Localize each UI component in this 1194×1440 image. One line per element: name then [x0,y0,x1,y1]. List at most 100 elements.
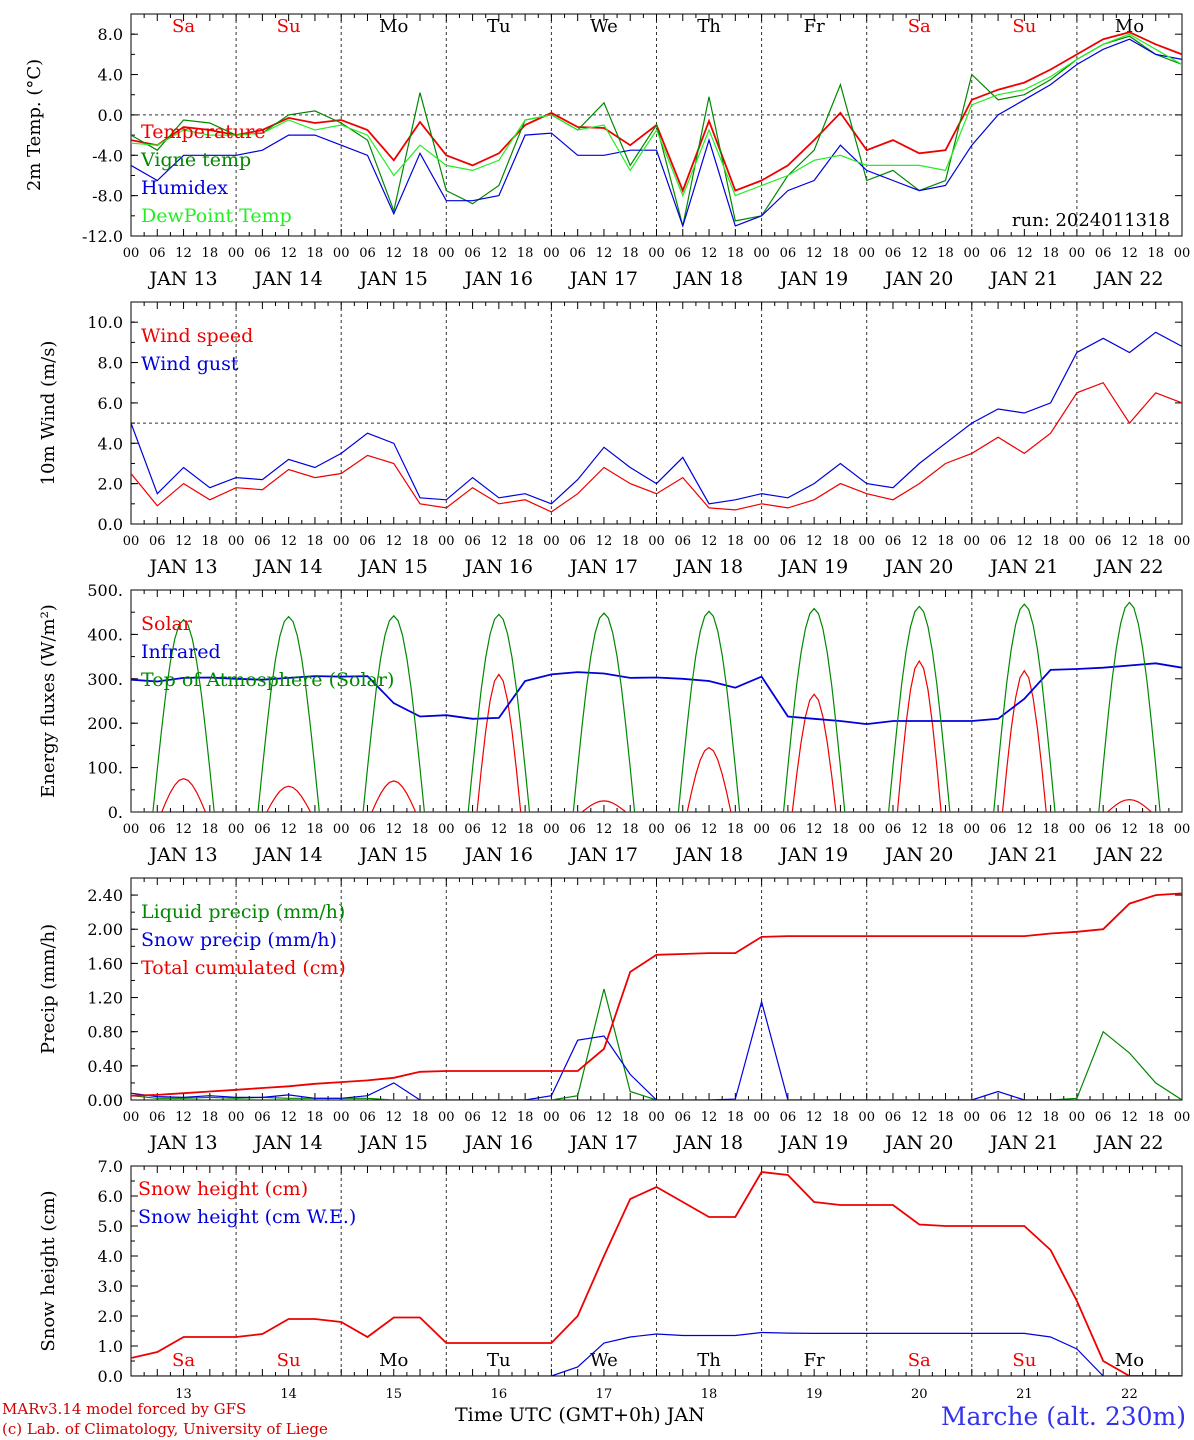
date-label: JAN 15 [358,268,428,290]
weekday-label: Su [277,16,301,37]
hour-tick-label: 06 [1095,1110,1112,1125]
hour-tick-label: 06 [1095,246,1112,261]
day-number-label: 22 [1121,1387,1138,1402]
date-label: JAN 16 [463,268,533,290]
legend-entry: Wind gust [141,353,239,375]
hour-tick-label: 00 [858,1110,875,1125]
hour-tick-label: 18 [832,246,849,261]
hour-tick-label: 12 [280,822,297,837]
day-number-label: 18 [701,1387,718,1402]
series-line [131,1171,1182,1376]
y-tick-label: 400. [87,625,123,644]
date-label: JAN 17 [568,1132,638,1154]
weekday-label: Su [1012,16,1036,37]
hour-tick-label: 00 [123,1110,140,1125]
hour-tick-label: 00 [543,246,560,261]
time-axis-label: Time UTC (GMT+0h) JAN [455,1404,705,1426]
hour-tick-label: 00 [753,822,770,837]
weekday-label: Fr [804,16,825,37]
hour-tick-label: 18 [1147,246,1164,261]
hour-tick-label: 06 [254,822,271,837]
date-label: JAN 18 [673,1132,743,1154]
hour-tick-label: 00 [648,1110,665,1125]
hour-tick-label: 06 [149,1110,166,1125]
run-annotation: run: 2024011318 [1012,210,1170,231]
hour-tick-label: 00 [1174,1110,1191,1125]
hour-tick-label: 18 [1147,1110,1164,1125]
y-tick-label: 0.80 [87,1023,123,1042]
hour-tick-label: 00 [858,534,875,549]
hour-tick-label: 06 [885,534,902,549]
date-label: JAN 14 [253,1132,323,1154]
hour-tick-label: 06 [780,534,797,549]
hour-tick-label: 06 [675,246,692,261]
hour-tick-label: 12 [1121,534,1138,549]
date-label: JAN 13 [147,268,217,290]
y-tick-label: 4.0 [98,1247,123,1266]
y-tick-label: 0.0 [98,515,123,534]
hour-tick-label: 06 [464,1110,481,1125]
y-tick-label: 8.0 [98,354,123,373]
hour-tick-label: 00 [543,534,560,549]
hour-tick-label: 00 [123,246,140,261]
hour-tick-label: 12 [175,534,192,549]
hour-tick-label: 06 [885,246,902,261]
date-label: JAN 16 [463,844,533,866]
date-label: JAN 22 [1093,268,1163,290]
weekday-label: Su [277,1350,301,1371]
weekday-label: Mo [379,16,408,37]
hour-tick-label: 06 [780,822,797,837]
hour-tick-label: 00 [648,534,665,549]
hour-tick-label: 18 [1147,534,1164,549]
y-tick-label: 4.0 [98,434,123,453]
legend-entry: Wind speed [141,325,253,347]
series-line [131,33,1182,198]
hour-tick-label: 00 [964,822,981,837]
hour-tick-label: 00 [1174,246,1191,261]
hour-tick-label: 18 [1042,822,1059,837]
legend-entry: Temperature [141,121,265,143]
date-label: JAN 13 [147,1132,217,1154]
hour-tick-label: 18 [832,822,849,837]
hour-tick-label: 00 [1174,822,1191,837]
legend-entry: Vigne temp [140,149,251,171]
date-label: JAN 20 [883,844,953,866]
day-number-label: 20 [911,1387,928,1402]
series-line [131,659,1182,812]
date-label: JAN 21 [988,556,1058,578]
legend-entry: Infrared [141,641,221,663]
hour-tick-label: 12 [491,822,508,837]
date-label: JAN 20 [883,1132,953,1154]
hour-tick-label: 00 [543,822,560,837]
y-axis-label: 10m Wind (m/s) [38,341,59,486]
legend-entry: DewPoint Temp [141,205,292,227]
hour-tick-label: 12 [701,1110,718,1125]
y-tick-label: 7.0 [98,1157,123,1176]
day-number-label: 14 [280,1387,297,1402]
day-number-label: 15 [385,1387,402,1402]
weekday-label: Sa [172,16,195,37]
weekday-label: We [590,16,618,37]
date-label: JAN 22 [1093,1132,1163,1154]
hour-tick-label: 12 [280,534,297,549]
hour-tick-label: 12 [175,822,192,837]
hour-tick-label: 06 [149,534,166,549]
date-label: JAN 19 [778,268,848,290]
weekday-label: Su [1012,1350,1036,1371]
weekday-label: Mo [1115,16,1144,37]
hour-tick-label: 06 [254,246,271,261]
y-tick-label: -12.0 [82,227,123,246]
y-tick-label: 6.0 [98,1187,123,1206]
hour-tick-label: 12 [806,534,823,549]
legend-entry: Liquid precip (mm/h) [141,901,345,923]
date-label: JAN 19 [778,1132,848,1154]
hour-tick-label: 06 [569,1110,586,1125]
weekday-label: Sa [908,1350,931,1371]
hour-tick-label: 06 [359,246,376,261]
hour-tick-label: 00 [123,534,140,549]
date-label: JAN 19 [778,844,848,866]
hour-tick-label: 12 [806,1110,823,1125]
hour-tick-label: 00 [1069,534,1086,549]
hour-tick-label: 00 [438,822,455,837]
